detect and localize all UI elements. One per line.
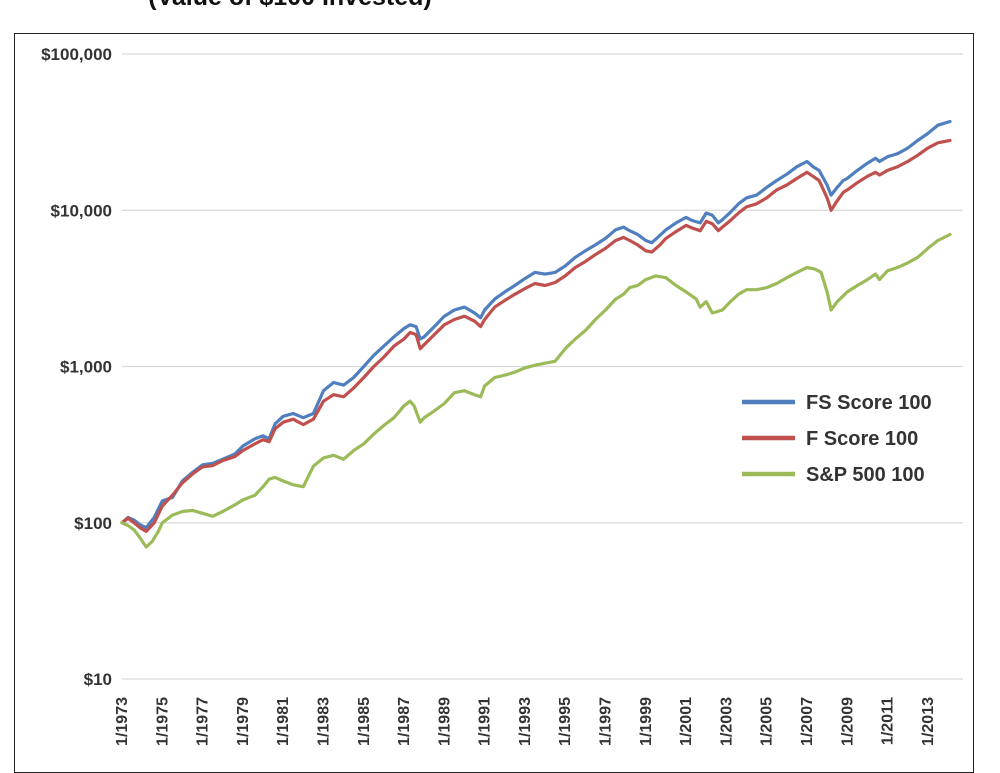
x-tick-label: 1/1981 xyxy=(275,697,292,746)
x-tick-label: 1/1987 xyxy=(396,697,413,746)
y-tick-label: $100 xyxy=(74,514,112,533)
x-tick-label: 1/2007 xyxy=(799,697,816,746)
x-tick-label: 1/2001 xyxy=(678,697,695,746)
gridlines xyxy=(122,53,963,680)
x-tick-label: 1/1977 xyxy=(195,697,212,746)
x-tick-label: 1/1991 xyxy=(477,697,494,746)
y-axis: $10 $100 $1,000 $10,000 $100,000 xyxy=(41,45,112,689)
legend: FS Score 100 F Score 100 S&P 500 100 xyxy=(742,392,932,486)
series-line-0 xyxy=(120,119,952,530)
x-tick-label: 1/1983 xyxy=(315,697,332,746)
x-tick-label: 1/2009 xyxy=(839,697,856,746)
series-line-2 xyxy=(120,232,952,549)
chart-title: (Value of $100 Invested) xyxy=(0,0,580,12)
y-tick-label: $10 xyxy=(84,670,112,689)
y-tick-label: $1,000 xyxy=(60,358,112,377)
series-lines xyxy=(120,119,952,549)
x-tick-label: 1/1975 xyxy=(154,697,171,746)
x-tick-label: 1/2011 xyxy=(880,697,897,745)
x-tick-label: 1/2013 xyxy=(920,697,937,746)
x-tick-label: 1/1989 xyxy=(436,697,453,746)
series-line-1 xyxy=(120,138,952,533)
x-tick-label: 1/1993 xyxy=(517,697,534,746)
x-tick-label: 1/2003 xyxy=(718,697,735,746)
x-tick-label: 1/1985 xyxy=(356,697,373,746)
legend-label: S&P 500 100 xyxy=(806,464,925,486)
x-axis: 1/1973 1/1975 1/1977 1/1979 1/1981 1/1983 1/19… xyxy=(114,697,937,746)
x-tick-label: 1/1995 xyxy=(557,697,574,746)
y-tick-label: $10,000 xyxy=(51,201,112,220)
legend-label: F Score 100 xyxy=(806,428,918,450)
x-tick-label: 1/1979 xyxy=(235,697,252,746)
y-tick-label: $100,000 xyxy=(41,45,112,64)
x-tick-label: 1/1973 xyxy=(114,697,131,746)
x-tick-label: 1/2005 xyxy=(759,697,776,746)
x-tick-label: 1/1999 xyxy=(638,697,655,746)
x-tick-label: 1/1997 xyxy=(598,697,615,746)
legend-label: FS Score 100 xyxy=(806,392,932,414)
